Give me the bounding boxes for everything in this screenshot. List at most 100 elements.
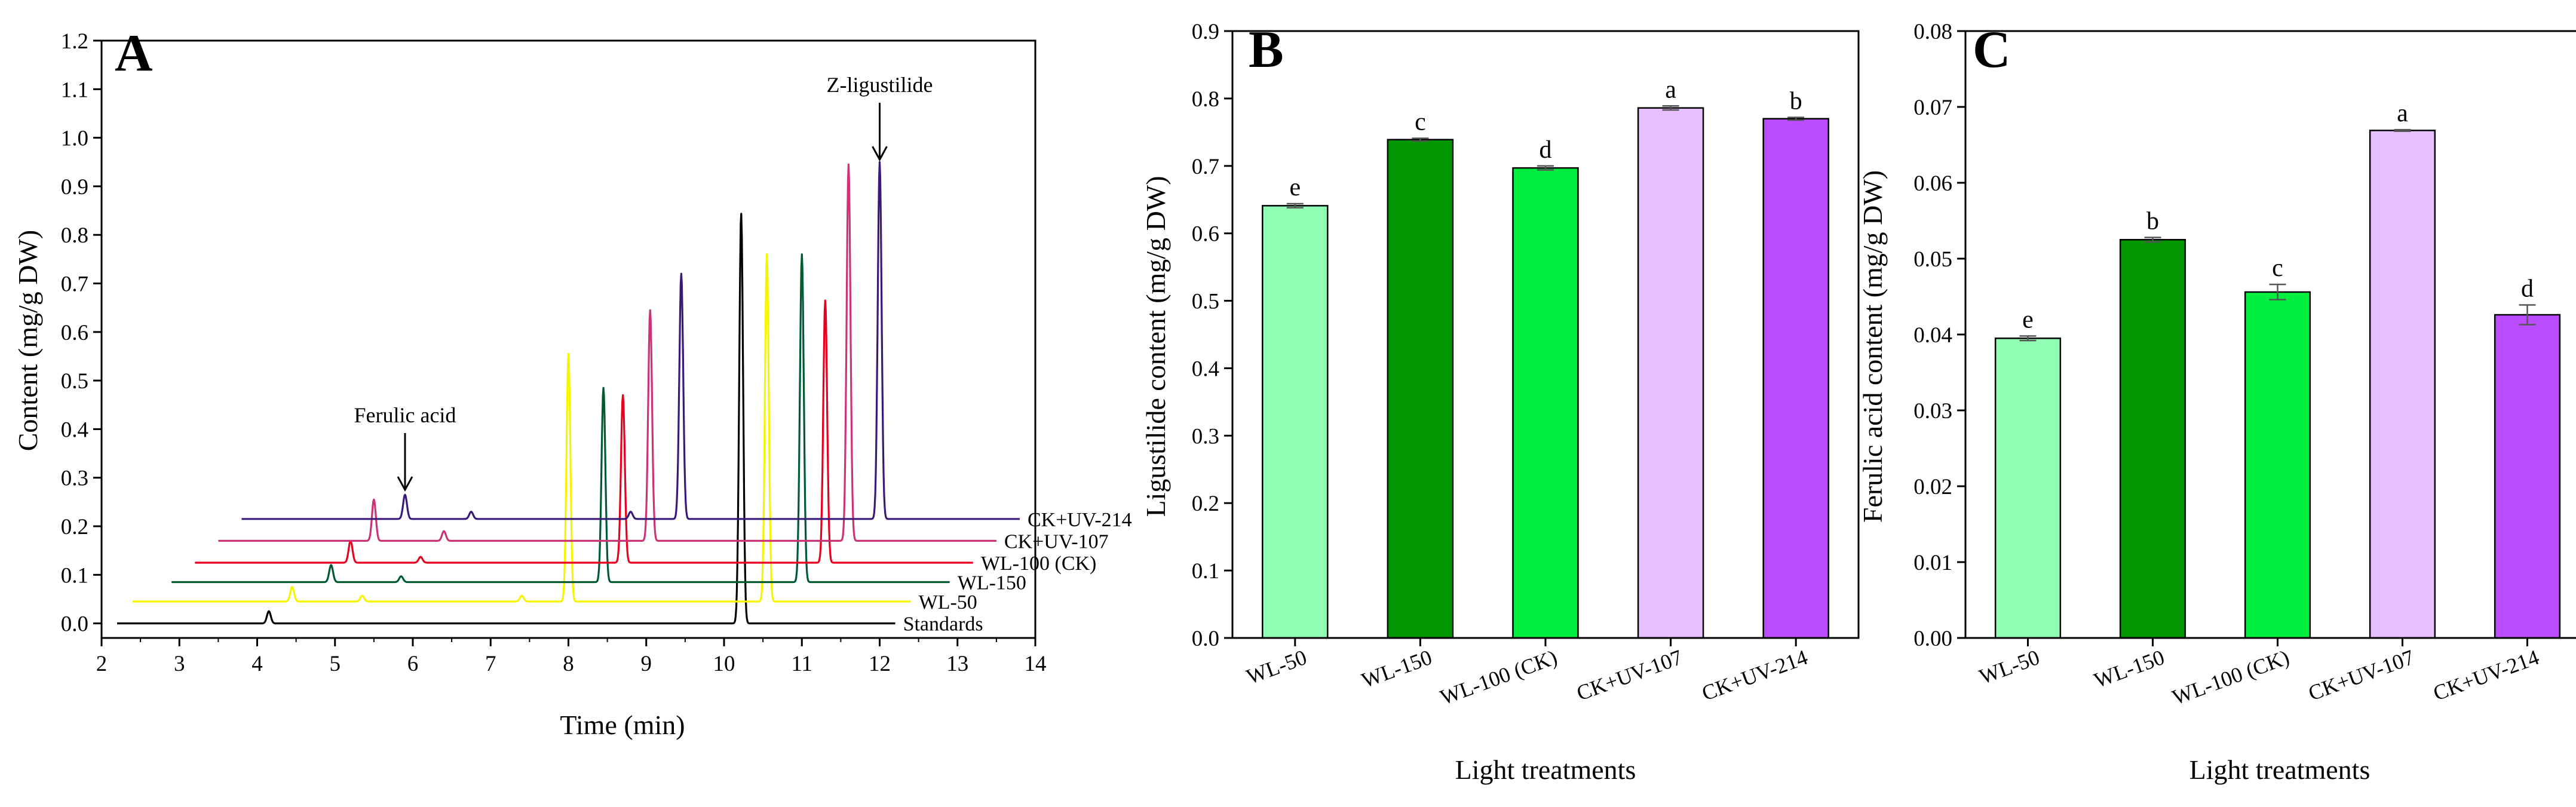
panel-a-trace-label: WL-100 (CK) <box>981 553 1097 575</box>
panel-c-y-tick-label: 0.01 <box>1913 551 1952 575</box>
panel-a-y-tick-label: 0.5 <box>61 369 88 394</box>
panel-a-x-tick-label: 4 <box>252 652 263 676</box>
panel-b-ligustilide-bars: B e c d a b WL-50 WL-150 WL-100 (CK) CK+UV-107 C… <box>1140 20 1860 785</box>
panel-b-letter: B <box>1249 21 1284 79</box>
panel-b-bar <box>1512 167 1579 639</box>
panel-c-x-tick-label: WL-100 (CK) <box>2169 645 2292 710</box>
panel-a-y-tick-label: 0.7 <box>61 272 88 297</box>
panel-c-y-tick-label: 0.03 <box>1913 399 1952 424</box>
panel-b-significance-letter: d <box>1540 136 1552 164</box>
panel-c-significance-letter: a <box>2397 100 2408 127</box>
panel-a-trace-line <box>116 213 896 625</box>
panel-c-letter: C <box>1973 21 2011 79</box>
panel-b-significance-letter: b <box>1790 87 1802 115</box>
panel-b-x-tick-label: CK+UV-214 <box>1698 645 1811 705</box>
panel-a-trace-line <box>241 161 1020 520</box>
panel-b-bar <box>1637 107 1704 639</box>
panel-a-y-tick-label: 0.9 <box>61 175 88 200</box>
panel-b-y-tick-label: 0.9 <box>1192 20 1219 44</box>
panel-b-plot-frame <box>1231 30 1860 639</box>
panel-c-y-tick-label: 0.05 <box>1913 247 1952 272</box>
panel-a-axes: 2 3 4 5 6 7 8 9 10 11 12 13 14 0.0 0.1 0.2 0.3 0.4 0.5 0.6 0… <box>61 29 1047 676</box>
panel-a-y-tick-label: 0.3 <box>61 467 88 491</box>
panel-b-significance-letter: a <box>1665 76 1676 103</box>
panel-b-x-tick-label: CK+UV-107 <box>1574 645 1686 705</box>
panel-a-y-tick-label: 1.0 <box>61 127 88 151</box>
panel-b-x-tick-label: WL-50 <box>1243 645 1310 689</box>
panel-a-x-tick-label: 2 <box>96 652 108 676</box>
panel-b-y-tick-label: 0.6 <box>1192 222 1219 247</box>
panel-a-x-axis-title: Time (min) <box>560 710 685 740</box>
panel-a-y-tick-label: 0.0 <box>61 612 88 637</box>
panel-b-x-tick-label: WL-100 (CK) <box>1437 645 1560 710</box>
panel-a-annotation-label: Z-ligustilide <box>827 73 933 97</box>
panel-c-significance-letter: c <box>2272 254 2283 282</box>
panel-b-y-tick-label: 0.5 <box>1192 290 1219 314</box>
panel-a-x-tick-label: 3 <box>174 652 185 676</box>
panel-a-plot-frame <box>100 39 1036 639</box>
panel-b-y-tick-label: 0.4 <box>1192 357 1219 381</box>
panel-a-trace-label: WL-50 <box>919 591 977 613</box>
panel-c-bar <box>1994 337 2062 639</box>
panel-b-bar <box>1262 205 1329 639</box>
panel-b-y-tick-label: 0.0 <box>1192 627 1219 651</box>
panel-a-trace-label: Standards <box>903 613 983 636</box>
panel-a-y-tick-label: 1.1 <box>61 78 88 102</box>
panel-a-x-tick-label: 13 <box>946 652 968 676</box>
panel-a-annotation-arrowhead <box>397 476 413 492</box>
panel-c-y-tick-label: 0.07 <box>1913 96 1952 120</box>
panel-b-x-axis-title: Light treatments <box>1455 754 1636 785</box>
panel-a-trace-label: CK+UV-214 <box>1028 509 1132 531</box>
panel-c-x-tick-label: CK+UV-107 <box>2305 645 2418 705</box>
panel-a-y-tick-label: 0.1 <box>61 563 88 588</box>
panel-c-ferulic-bars: C e b c a d WL-50 WL-150 WL-100 (CK) CK+UV-107 C… <box>1857 20 2576 785</box>
panel-a-trace-line <box>217 163 997 542</box>
panel-a-trace-label: CK+UV-107 <box>1004 530 1109 553</box>
panel-a-trace-line <box>132 253 912 603</box>
panel-b-marks: e c d a b <box>1262 76 1829 639</box>
panel-c-bar <box>2369 130 2436 639</box>
panel-b-bar <box>1387 139 1454 639</box>
panel-a-trace-label: WL-150 <box>958 572 1026 594</box>
panel-a-y-tick-label: 0.4 <box>61 418 88 442</box>
panel-b-significance-letter: e <box>1289 174 1301 201</box>
panel-a-y-axis-title: Content (mg/g DW) <box>13 230 43 452</box>
panel-a-y-tick-label: 0.2 <box>61 515 88 539</box>
panel-a-x-tick-label: 10 <box>713 652 735 676</box>
panel-b-y-tick-label: 0.7 <box>1192 155 1219 179</box>
panel-a-x-tick-label: 11 <box>791 652 812 676</box>
panel-c-significance-letter: e <box>2022 306 2034 334</box>
panel-c-bar <box>2494 314 2561 639</box>
panel-b-y-axis-title: Ligustilide content (mg/g DW) <box>1140 176 1171 517</box>
panel-a-letter: A <box>115 24 153 82</box>
panel-a-trace-line <box>194 299 974 564</box>
panel-b-y-tick-label: 0.1 <box>1192 559 1219 584</box>
panel-a-x-tick-label: 8 <box>563 652 574 676</box>
panel-c-y-tick-label: 0.04 <box>1913 323 1952 348</box>
panel-c-x-axis-title: Light treatments <box>2189 754 2370 785</box>
panel-c-x-tick-label: WL-50 <box>1976 645 2043 689</box>
panel-b-y-tick-label: 0.3 <box>1192 424 1219 449</box>
panel-c-y-tick-label: 0.08 <box>1913 20 1952 44</box>
panel-a-x-tick-label: 7 <box>485 652 496 676</box>
panel-a-x-tick-label: 12 <box>869 652 891 676</box>
panel-c-y-tick-label: 0.00 <box>1913 627 1952 651</box>
panel-b-x-tick-label: WL-150 <box>1358 645 1435 692</box>
panel-c-x-tick-label: CK+UV-214 <box>2430 645 2543 705</box>
panel-a-trace-line <box>171 253 950 584</box>
panel-c-bar <box>2119 239 2186 639</box>
panel-c-x-tick-label: WL-150 <box>2091 645 2167 692</box>
panel-a-x-tick-label: 6 <box>407 652 419 676</box>
panel-b-significance-letter: c <box>1415 108 1426 136</box>
panel-a-annotation-label: Ferulic acid <box>354 403 456 427</box>
panel-a-y-tick-label: 1.2 <box>61 29 88 54</box>
panel-a-y-tick-label: 0.8 <box>61 223 88 248</box>
panel-c-bar <box>2244 291 2311 639</box>
panel-c-y-tick-label: 0.02 <box>1913 475 1952 499</box>
panel-b-y-tick-label: 0.2 <box>1192 492 1219 516</box>
panel-c-y-tick-label: 0.06 <box>1913 171 1952 196</box>
panel-c-y-axis-title: Ferulic acid content (mg/g DW) <box>1857 170 1888 523</box>
panel-c-significance-letter: b <box>2146 207 2159 235</box>
